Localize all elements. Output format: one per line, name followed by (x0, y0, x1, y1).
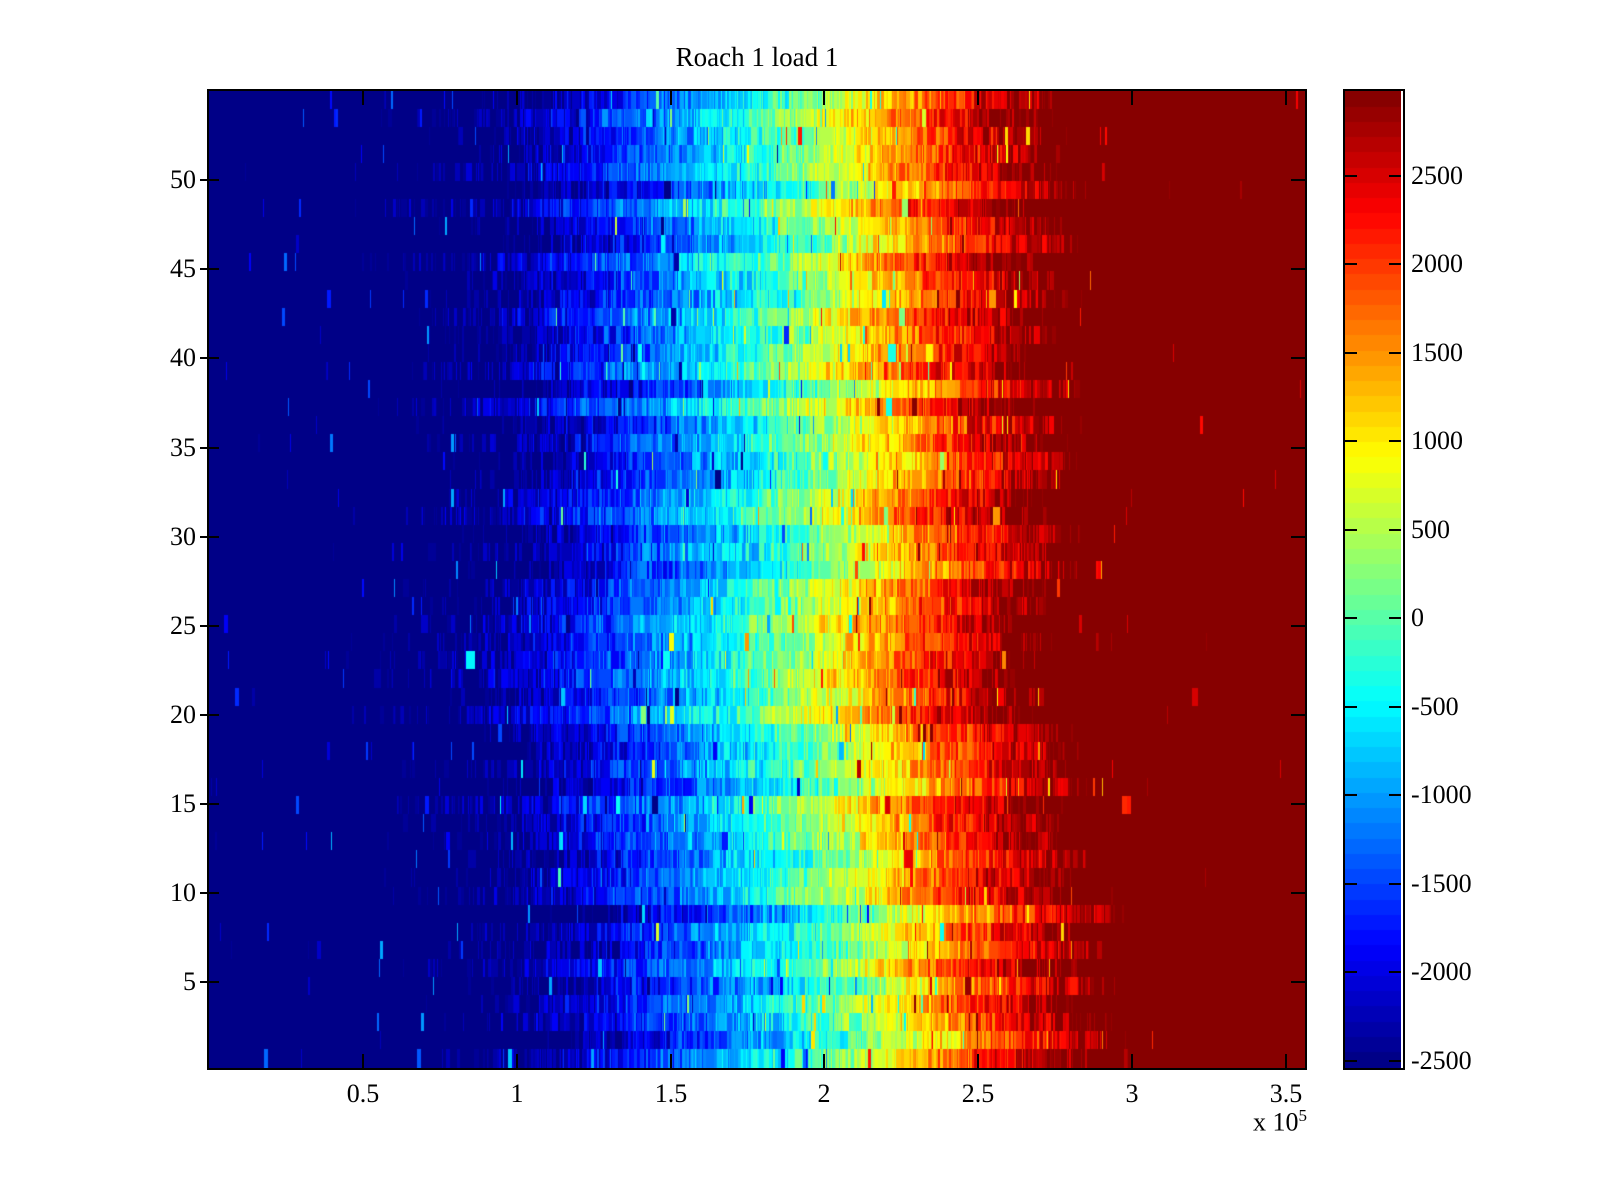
colorbar-tick-left (1345, 706, 1357, 708)
y-tick-right (1291, 625, 1305, 627)
x-tick-top (516, 91, 518, 105)
y-tick-right (1291, 803, 1305, 805)
y-tick-left (200, 536, 219, 538)
colorbar-tick-label: 500 (1411, 515, 1450, 544)
x-tick-label: 2.5 (961, 1079, 995, 1108)
x-tick-top (1131, 91, 1133, 105)
colorbar-tick-left (1345, 794, 1357, 796)
x-tick-label: 0.5 (346, 1079, 380, 1108)
colorbar-tick-right (1389, 440, 1401, 442)
colorbar-tick-label: -2500 (1411, 1046, 1472, 1075)
y-tick-left (200, 268, 219, 270)
exponent-value: 5 (1298, 1106, 1308, 1125)
y-tick-left (200, 447, 219, 449)
colorbar-tick-left (1345, 175, 1357, 177)
x-tick-bottom (1131, 1054, 1133, 1068)
x-tick-bottom (1285, 1054, 1287, 1068)
colorbar-tick-right (1389, 529, 1401, 531)
colorbar-tick-right (1389, 971, 1401, 973)
colorbar-tick-right (1389, 883, 1401, 885)
y-tick-left (200, 714, 219, 716)
y-tick-label: 40 (170, 343, 196, 372)
x-axis-exponent-label: x 105 (1107, 1106, 1307, 1138)
y-tick-left (200, 803, 219, 805)
colorbar-tick-right (1389, 352, 1401, 354)
x-tick-label: 3 (1125, 1079, 1139, 1108)
x-tick-bottom (823, 1054, 825, 1068)
x-tick-label: 2 (817, 1079, 831, 1108)
y-tick-label: 45 (170, 254, 196, 283)
y-tick-left (200, 981, 219, 983)
colorbar-tick-right (1389, 706, 1401, 708)
colorbar-tick-right (1389, 794, 1401, 796)
colorbar-tick-label: 1000 (1411, 426, 1463, 455)
exponent-prefix: x 10 (1253, 1107, 1299, 1137)
y-tick-label: 25 (170, 611, 196, 640)
y-tick-right (1291, 981, 1305, 983)
colorbar-tick-left (1345, 883, 1357, 885)
colorbar-tick-left (1345, 1060, 1357, 1062)
x-tick-bottom (670, 1054, 672, 1068)
y-tick-right (1291, 357, 1305, 359)
y-tick-label: 30 (170, 522, 196, 551)
colorbar-tick-right (1389, 617, 1401, 619)
colorbar-tick-label: -2000 (1411, 957, 1472, 986)
colorbar-tick-label: -1000 (1411, 780, 1472, 809)
y-tick-right (1291, 536, 1305, 538)
colorbar-tick-left (1345, 971, 1357, 973)
y-tick-left (200, 625, 219, 627)
y-tick-label: 10 (170, 878, 196, 907)
y-tick-label: 20 (170, 700, 196, 729)
x-tick-label: 1.5 (654, 1079, 688, 1108)
heatmap-image (209, 91, 1305, 1068)
colorbar-tick-label: -1500 (1411, 869, 1472, 898)
y-tick-right (1291, 714, 1305, 716)
colorbar-tick-left (1345, 617, 1357, 619)
x-tick-top (823, 91, 825, 105)
colorbar-tick-left (1345, 529, 1357, 531)
x-tick-top (977, 91, 979, 105)
y-tick-label: 50 (170, 165, 196, 194)
y-tick-right (1291, 892, 1305, 894)
colorbar-tick-left (1345, 263, 1357, 265)
y-tick-label: 35 (170, 433, 196, 462)
chart-title: Roach 1 load 1 (675, 42, 839, 72)
y-tick-label: 15 (170, 789, 196, 818)
x-tick-label: 1 (510, 1079, 524, 1108)
x-tick-bottom (516, 1054, 518, 1068)
x-tick-top (362, 91, 364, 105)
colorbar-tick-label: -500 (1411, 692, 1459, 721)
x-tick-bottom (977, 1054, 979, 1068)
colorbar-gradient (1345, 91, 1401, 1068)
colorbar-tick-label: 2000 (1411, 249, 1463, 278)
y-tick-left (200, 892, 219, 894)
y-tick-right (1291, 179, 1305, 181)
colorbar-tick-right (1389, 1060, 1401, 1062)
y-tick-left (200, 357, 219, 359)
x-tick-top (670, 91, 672, 105)
colorbar-tick-left (1345, 352, 1357, 354)
x-tick-label: 3.5 (1269, 1079, 1303, 1108)
colorbar-tick-right (1389, 263, 1401, 265)
x-tick-bottom (362, 1054, 364, 1068)
y-tick-label: 5 (183, 967, 196, 996)
colorbar-tick-label: 2500 (1411, 161, 1463, 190)
y-tick-right (1291, 268, 1305, 270)
y-tick-left (200, 179, 219, 181)
colorbar-tick-label: 0 (1411, 603, 1424, 632)
colorbar-tick-right (1389, 175, 1401, 177)
colorbar-tick-label: 1500 (1411, 338, 1463, 367)
y-tick-right (1291, 447, 1305, 449)
colorbar-tick-left (1345, 440, 1357, 442)
x-tick-top (1285, 91, 1287, 105)
